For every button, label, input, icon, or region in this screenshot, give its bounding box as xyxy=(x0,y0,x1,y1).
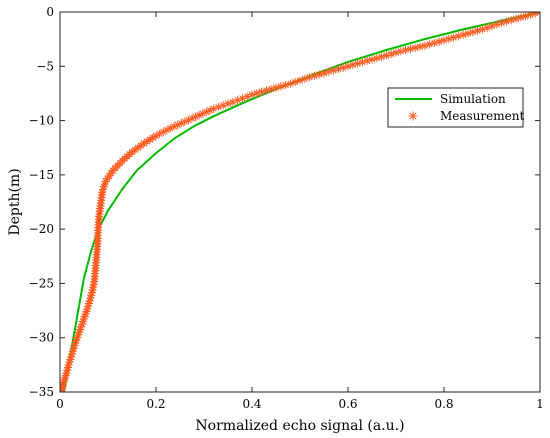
y-tick-label: −25 xyxy=(29,276,54,290)
measurement-point xyxy=(454,32,463,41)
measurement-point xyxy=(473,26,482,35)
measurement-point xyxy=(87,288,96,297)
measurement-point xyxy=(324,67,333,76)
measurement-point xyxy=(512,14,520,23)
measurement-point xyxy=(363,56,372,65)
legend-asterisk-icon xyxy=(408,111,418,121)
series-simulation-line xyxy=(62,12,540,392)
measurement-point xyxy=(449,33,458,42)
measurement-point xyxy=(464,29,472,38)
measurement-point xyxy=(353,59,362,68)
measurement-point xyxy=(320,69,328,78)
x-tick-label: 0 xyxy=(56,397,64,411)
measurement-point xyxy=(315,70,324,79)
x-tick-label: 1 xyxy=(536,397,544,411)
measurement-point xyxy=(267,85,276,94)
x-tick-label: 0.6 xyxy=(338,397,357,411)
measurement-point xyxy=(272,83,280,92)
measurement-point xyxy=(521,12,530,21)
x-tick-label: 0.8 xyxy=(434,397,453,411)
measurement-point xyxy=(516,13,525,22)
legend-measurement-label: Measurement xyxy=(440,109,524,123)
measurement-point xyxy=(252,89,261,98)
measurement-point xyxy=(377,52,386,61)
measurement-point xyxy=(406,44,415,53)
measurement-point xyxy=(276,82,285,91)
measurement-point xyxy=(416,42,424,51)
y-tick-label: −20 xyxy=(29,222,54,236)
measurement-point xyxy=(60,388,66,392)
measurement-point xyxy=(444,34,453,43)
measurement-point xyxy=(286,79,295,88)
measurement-point xyxy=(368,55,376,64)
measurement-point xyxy=(435,37,444,46)
measurement-point xyxy=(392,48,400,57)
measurement-point xyxy=(411,43,420,52)
y-tick-label: −15 xyxy=(29,168,54,182)
measurement-point xyxy=(468,28,477,37)
measurement-point xyxy=(281,81,290,90)
legend: Simulation Measurement xyxy=(387,87,524,128)
measurement-point xyxy=(478,25,487,34)
y-tick-label: −35 xyxy=(29,385,54,399)
y-tick-label: −30 xyxy=(29,331,54,345)
x-tick-label: 0.2 xyxy=(146,397,165,411)
measurement-point xyxy=(262,86,271,95)
measurement-point xyxy=(68,347,77,356)
y-tick-label: 0 xyxy=(46,5,54,19)
measurement-point xyxy=(396,47,405,56)
legend-measurement-marker xyxy=(408,111,418,121)
measurement-point xyxy=(507,16,516,25)
measurement-point xyxy=(536,12,540,16)
y-tick-label: −10 xyxy=(29,114,54,128)
measurement-point xyxy=(420,41,429,50)
y-tick-label: −5 xyxy=(36,59,54,73)
measurement-point xyxy=(459,30,468,39)
x-axis-label: Normalized echo signal (a.u.) xyxy=(195,418,404,434)
measurement-point xyxy=(310,71,319,80)
measurement-point xyxy=(382,51,391,60)
measurement-point xyxy=(502,17,511,26)
plot-area xyxy=(60,12,540,392)
measurement-point xyxy=(155,129,164,138)
measurement-point xyxy=(257,87,266,96)
legend-simulation-label: Simulation xyxy=(440,92,506,106)
measurement-point xyxy=(339,63,348,72)
measurement-point xyxy=(344,62,352,71)
measurement-point xyxy=(531,12,540,18)
measurement-point xyxy=(425,40,434,49)
measurement-point xyxy=(184,116,193,125)
y-axis-label: Depth(m) xyxy=(7,168,23,235)
measurement-point xyxy=(348,60,357,69)
measurement-point xyxy=(401,46,410,54)
measurement-point xyxy=(430,38,439,47)
plot-frame xyxy=(59,11,541,393)
measurement-point xyxy=(329,66,338,75)
x-tick-label: 0.4 xyxy=(242,397,261,411)
measurement-point xyxy=(334,65,343,73)
measurement-point xyxy=(372,54,381,63)
measurement-point xyxy=(358,58,367,67)
legend-box xyxy=(387,87,524,128)
measurement-point xyxy=(387,50,396,59)
measurement-point xyxy=(440,36,448,45)
